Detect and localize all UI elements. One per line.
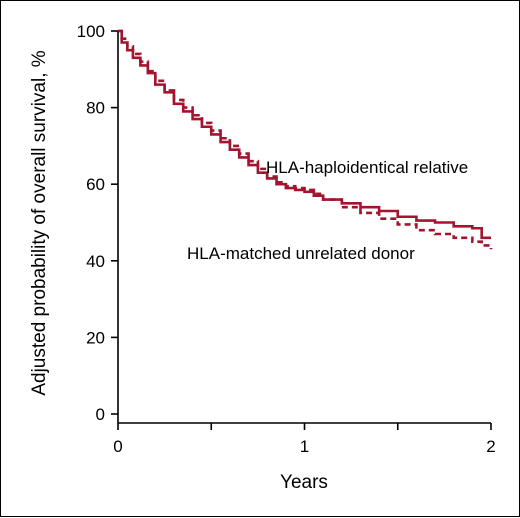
series-line-matched-unrelated bbox=[118, 29, 493, 250]
x-tick-label: 2 bbox=[486, 437, 495, 456]
y-tick-label: 40 bbox=[86, 252, 105, 271]
y-tick-label: 100 bbox=[77, 22, 105, 41]
x-tick-label: 0 bbox=[113, 437, 122, 456]
ticks: 0 20 40 60 80 100 0 1 2 bbox=[77, 22, 496, 456]
y-axis-title: Adjusted probability of overall survival… bbox=[29, 50, 50, 395]
x-tick-label: 1 bbox=[300, 437, 309, 456]
x-axis-title: Years bbox=[280, 472, 328, 493]
y-tick-label: 0 bbox=[96, 405, 105, 424]
series-layer bbox=[118, 29, 493, 250]
series-label-haploidentical: HLA-haploidentical relative bbox=[266, 158, 468, 177]
y-tick-label: 80 bbox=[86, 99, 105, 118]
series-label-matched-unrelated: HLA-matched unrelated donor bbox=[187, 244, 415, 263]
y-tick-label: 60 bbox=[86, 175, 105, 194]
series-line-haploidentical bbox=[118, 29, 491, 240]
y-tick-label: 20 bbox=[86, 328, 105, 347]
